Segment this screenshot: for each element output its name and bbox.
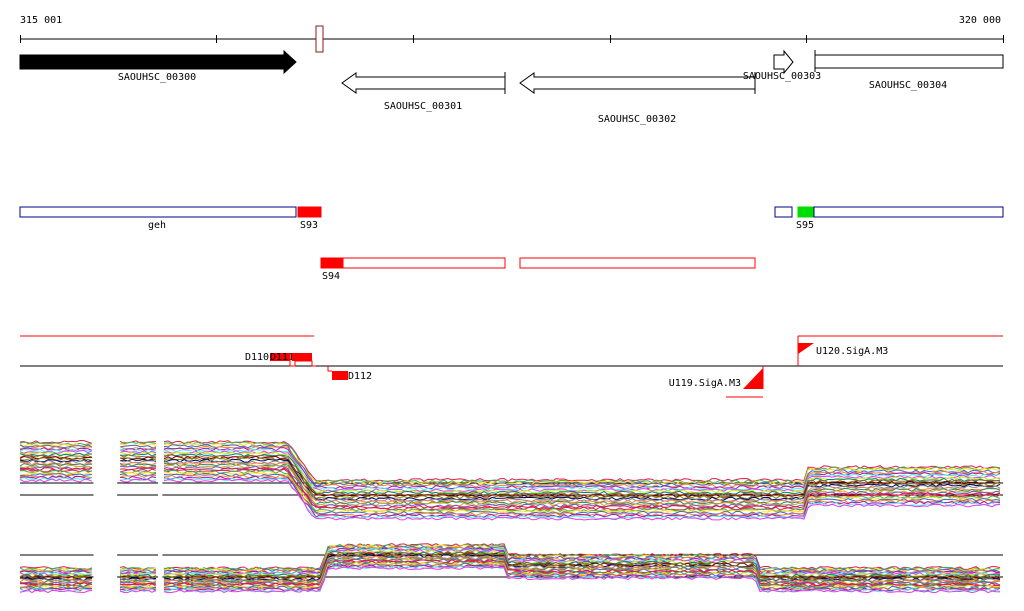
segment-s93[interactable]: S93 — [297, 206, 322, 231]
feature-box[interactable] — [332, 371, 348, 380]
segment-geh[interactable]: geh — [19, 206, 297, 231]
segment-label: S93 — [300, 220, 318, 231]
feature-track: D110 D111 D112 U119.SigA.M3 U120.SigA.M3 — [20, 335, 1003, 398]
gene-saouhsc-00301[interactable]: SAOUHSC_00301 — [341, 72, 506, 112]
feature-u120[interactable]: U120.SigA.M3 — [797, 336, 888, 366]
segment-s95[interactable]: S95 — [774, 206, 1004, 231]
promoter-flag[interactable] — [798, 343, 814, 354]
expression-series — [19, 478, 1001, 521]
ruler-ticks — [20, 35, 1004, 43]
ruler-end-label: 320 000 — [959, 15, 1001, 26]
expression-track-2 — [19, 542, 1003, 603]
feature-box[interactable] — [292, 353, 312, 361]
feature-connector — [289, 353, 316, 367]
gene-label: SAOUHSC_00303 — [743, 71, 821, 82]
feature-label-2: D111 — [270, 352, 294, 363]
data-gap — [93, 543, 118, 603]
ruler-start-label: 315 001 — [20, 15, 62, 26]
coordinate-ruler: 315 001 320 000 — [20, 15, 1004, 53]
gene-saouhsc-00302[interactable]: SAOUHSC_00302 — [519, 72, 756, 125]
segment-box[interactable] — [19, 206, 297, 218]
gene-label: SAOUHSC_00300 — [118, 72, 196, 83]
feature-label: D112 — [348, 371, 372, 382]
gene-label: SAOUHSC_00302 — [598, 114, 676, 125]
segment-box[interactable] — [797, 206, 815, 218]
feature-label: U119.SigA.M3 — [669, 378, 741, 389]
segment-label: S95 — [796, 220, 814, 231]
gene-arrow[interactable] — [341, 72, 506, 94]
segment-box[interactable] — [320, 257, 344, 269]
feature-box[interactable] — [270, 353, 290, 361]
promoter-flag[interactable] — [743, 368, 763, 389]
feature-d110[interactable]: D110 D111 — [245, 352, 316, 367]
gene-arrow[interactable] — [519, 72, 756, 94]
segment-box[interactable] — [813, 206, 1004, 218]
feature-label: U120.SigA.M3 — [816, 346, 888, 357]
gene-track: SAOUHSC_00300 SAOUHSC_00301 SAOUHSC_0030… — [19, 49, 1004, 125]
feature-d112[interactable]: D112 — [327, 366, 372, 382]
expression-track-1 — [19, 439, 1003, 531]
segment-box[interactable] — [774, 206, 793, 218]
segment-label: S94 — [322, 271, 340, 282]
feature-connector — [327, 366, 332, 372]
gene-label: SAOUHSC_00304 — [869, 80, 947, 91]
data-gap — [158, 471, 163, 531]
feature-u119[interactable]: U119.SigA.M3 — [669, 366, 764, 398]
segment-s94[interactable]: S94 — [320, 257, 756, 282]
gene-arrow[interactable] — [773, 49, 794, 75]
gene-saouhsc-00304[interactable]: SAOUHSC_00304 — [814, 50, 1004, 91]
data-gap — [93, 471, 118, 531]
expression-series — [19, 566, 1001, 594]
gene-box[interactable] — [814, 54, 1004, 69]
segment-box[interactable] — [342, 257, 506, 269]
segment-label: geh — [148, 220, 166, 231]
segment-box[interactable] — [297, 206, 322, 218]
gene-saouhsc-00300[interactable]: SAOUHSC_00300 — [19, 49, 297, 83]
gene-label: SAOUHSC_00301 — [384, 101, 462, 112]
gene-saouhsc-00303[interactable]: SAOUHSC_00303 — [743, 49, 821, 82]
position-marker[interactable] — [315, 25, 324, 53]
feature-label: D110 — [245, 352, 269, 363]
segment-box[interactable] — [519, 257, 756, 269]
segment-track: geh S93 S95 S94 — [19, 206, 1004, 282]
data-gap — [158, 543, 163, 603]
gene-arrow[interactable] — [19, 49, 297, 75]
